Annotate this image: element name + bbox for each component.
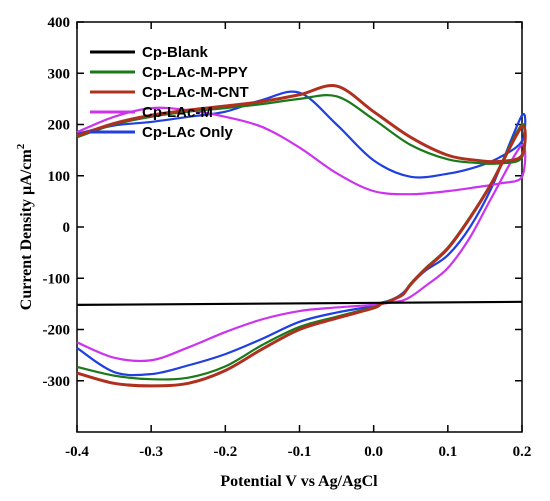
series-line-cp-blank (76, 300, 523, 306)
y-tick-label: 0 (63, 220, 71, 236)
x-tick-label: -0.2 (213, 444, 237, 460)
x-tick-label: 0.2 (513, 444, 532, 460)
y-tick-label: -300 (43, 374, 71, 390)
x-tick-label: -0.3 (139, 444, 163, 460)
y-tick-label: 100 (48, 169, 71, 185)
series-line-cp-lac-only (76, 90, 527, 377)
legend-label: Cp-LAc-M-CNT (142, 84, 249, 101)
y-axis-title: Current Density µA/cm2 (15, 143, 35, 310)
y-axis-title-superscript: 2 (15, 143, 27, 149)
x-tick-label: -0.4 (65, 444, 89, 460)
x-tick-label: -0.1 (288, 444, 312, 460)
y-tick-label: -200 (43, 323, 71, 339)
x-tick-label: 0.0 (364, 444, 383, 460)
y-axis-title-unit: µA/cm (18, 149, 35, 195)
y-tick-label: 200 (48, 118, 71, 134)
series-line-cp-lac-m (76, 106, 527, 363)
y-tick-label: 300 (48, 66, 71, 82)
legend-label: Cp-LAc-M-PPY (142, 64, 248, 81)
y-tick-label: -100 (43, 271, 71, 287)
series-line-cp-lac-m-cnt (76, 84, 527, 388)
x-tick-label: 0.1 (438, 444, 457, 460)
y-tick-label: 400 (48, 15, 71, 31)
legend-label: Cp-Blank (142, 44, 208, 61)
x-axis-title: Potential V vs Ag/AgCl (220, 473, 378, 490)
legend-label: Cp-LAc-M (142, 104, 213, 121)
y-axis-title-prefix: Current Density (18, 195, 35, 310)
legend-label: Cp-LAc Only (142, 124, 233, 141)
